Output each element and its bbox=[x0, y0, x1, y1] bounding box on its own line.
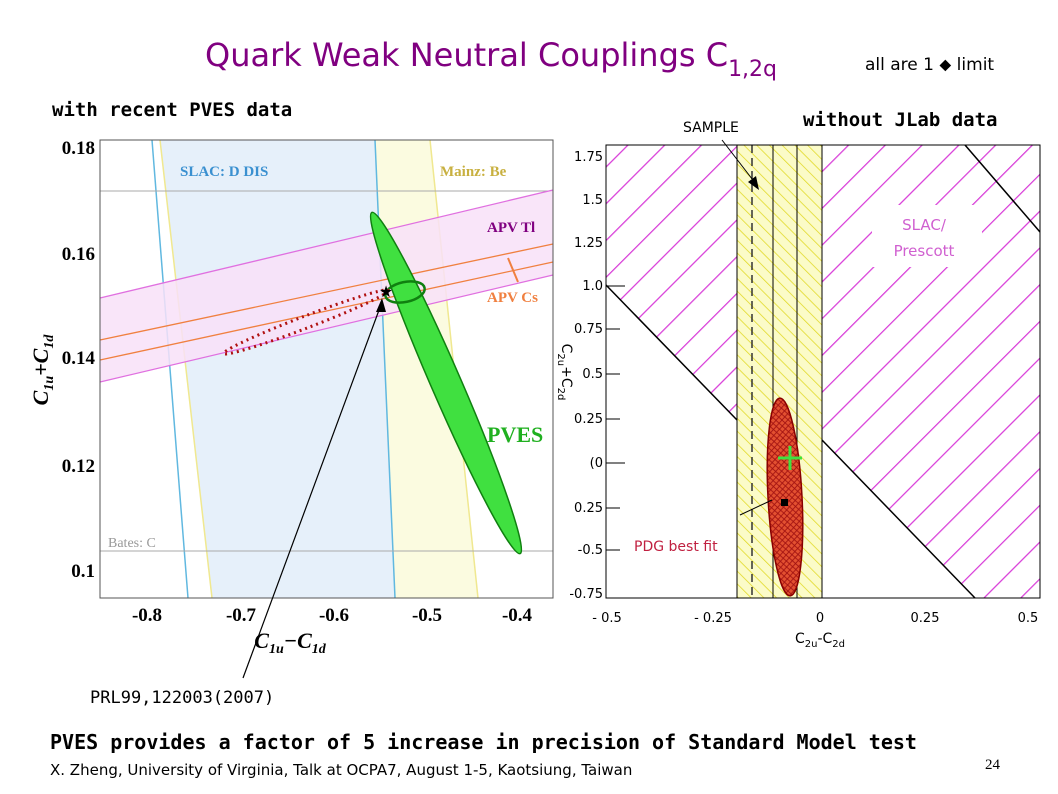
right-heading: without JLab data bbox=[803, 109, 997, 131]
y-tick-label: 1.75 bbox=[574, 150, 603, 165]
x-tick-label: -0.7 bbox=[226, 605, 257, 626]
slac-label: Prescott bbox=[894, 242, 955, 260]
y-tick-label: 0.1 bbox=[71, 561, 95, 582]
x-tick-label: 0.25 bbox=[911, 611, 940, 626]
y-tick-label: 0.12 bbox=[62, 456, 95, 477]
x-axis-label: C1u−C1d bbox=[254, 628, 327, 657]
x-tick-label: 0.5 bbox=[1018, 611, 1039, 626]
x-tick-label: 0 bbox=[816, 611, 824, 626]
note: all are 1 ⬥ limit bbox=[865, 55, 994, 75]
label: APV Tl bbox=[487, 220, 535, 236]
y-tick-label: 0.25 bbox=[574, 412, 603, 427]
y-tick-label: 1.25 bbox=[574, 236, 603, 251]
footer: X. Zheng, University of Virginia, Talk a… bbox=[50, 761, 632, 779]
x-tick-label: -0.8 bbox=[132, 605, 162, 626]
y-tick-label: 0.16 bbox=[62, 244, 95, 265]
slac-label: SLAC/ bbox=[902, 216, 947, 234]
x-tick-label: - 0.5 bbox=[592, 611, 622, 626]
y-tick-label: 0.75 bbox=[574, 322, 603, 337]
label: SLAC: D DIS bbox=[180, 164, 268, 180]
y-axis-label: C1u+C1d bbox=[28, 334, 57, 406]
y-tick-label: -0.5 bbox=[578, 543, 603, 558]
label: Bates: C bbox=[108, 536, 156, 551]
y-tick-label: 1.0 bbox=[582, 279, 603, 294]
y-tick-label: 0.25 bbox=[574, 501, 603, 516]
x-axis-label: C2u-C2d bbox=[795, 631, 845, 650]
y-tick-label: 0.18 bbox=[62, 138, 95, 159]
right-plot: 1.75 1.5 1.25 1.0 0.75 0.5 0.25 (0 0.25 … bbox=[555, 144, 1041, 650]
y-tick-label: -0.75 bbox=[569, 587, 603, 602]
label: APV Cs bbox=[487, 290, 538, 306]
svg-text:★: ★ bbox=[379, 282, 393, 301]
x-tick-label: -0.5 bbox=[412, 605, 442, 626]
page-number: 24 bbox=[985, 757, 1001, 773]
x-tick-label: - 0.25 bbox=[694, 611, 732, 626]
y-tick-label: (0 bbox=[590, 456, 603, 471]
reference: PRL99,122003(2007) bbox=[90, 688, 274, 708]
x-tick-label: -0.4 bbox=[502, 605, 533, 626]
left-plot: ★ SLAC: D DIS Mainz: Be APV Tl APV Cs PV… bbox=[25, 130, 555, 660]
label: Mainz: Be bbox=[440, 164, 507, 180]
pdg-label: PDG best fit bbox=[634, 539, 718, 555]
y-tick-label: 0.5 bbox=[582, 367, 603, 382]
y-tick-label: 0.14 bbox=[62, 348, 96, 369]
sample-label: SAMPLE bbox=[683, 120, 739, 136]
x-tick-label: -0.6 bbox=[319, 605, 349, 626]
y-axis-label: C2u+C2d bbox=[555, 344, 574, 401]
left-heading: with recent PVES data bbox=[52, 99, 292, 121]
y-tick-label: 1.5 bbox=[582, 193, 603, 208]
title: Quark Weak Neutral Couplings C1,2q bbox=[205, 36, 777, 82]
label: PVES bbox=[487, 422, 543, 447]
conclusion: PVES provides a factor of 5 increase in … bbox=[50, 730, 917, 754]
